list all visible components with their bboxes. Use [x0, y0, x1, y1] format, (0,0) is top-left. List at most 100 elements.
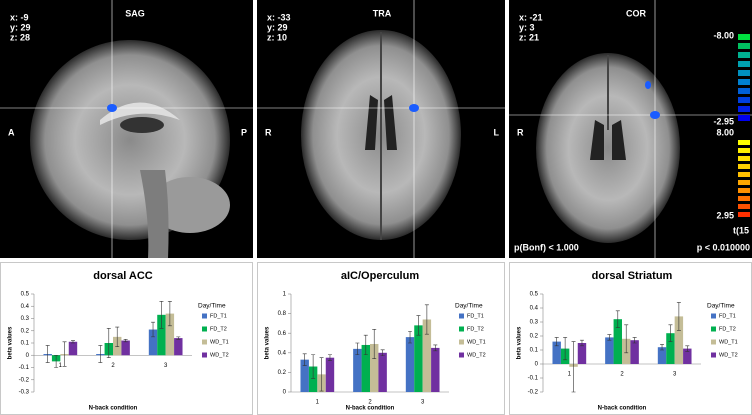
activation-blob [645, 81, 651, 89]
legend-swatch [459, 340, 464, 345]
legend-swatch [711, 353, 716, 358]
y-tick-label: 0.8 [278, 311, 287, 317]
colorbar-step [738, 70, 750, 76]
y-tick-label: 0.6 [278, 331, 287, 337]
bar [578, 343, 586, 364]
y-axis-label: beta values [8, 326, 14, 359]
legend-swatch [202, 327, 207, 332]
y-tick-label: -0.1 [528, 376, 539, 382]
bar [605, 337, 613, 364]
legend-title: Day/Time [707, 303, 735, 310]
legend-swatch [459, 314, 464, 319]
colorbar-step [738, 140, 750, 145]
chart: aIC/Operculum00.20.40.60.81beta valuesN-… [258, 263, 505, 415]
chart-panel [510, 263, 752, 415]
colorbar-label: -2.95 [713, 116, 734, 126]
y-tick-label: 0.4 [21, 304, 30, 310]
chart-title: aIC/Operculum [341, 270, 419, 282]
y-tick-label: 0.5 [21, 292, 30, 298]
colorbar-step [738, 204, 750, 209]
y-tick-label: 0.1 [530, 348, 539, 354]
legend-label: FD_T1 [467, 313, 484, 319]
colorbar-step [738, 97, 750, 103]
side-label: A [8, 127, 15, 137]
colorbar-step [738, 188, 750, 193]
chart: dorsal Striatum-0.2-0.100.10.20.30.40.5b… [510, 263, 752, 415]
colorbar-step [738, 172, 750, 177]
activation-blob [409, 104, 419, 112]
coordinate: y: 29 [10, 22, 31, 32]
legend-label: WD_T1 [719, 339, 738, 345]
y-tick-label: 0.3 [21, 316, 30, 322]
coordinate: y: 29 [267, 22, 288, 32]
stat-label: t(15 [733, 225, 749, 235]
legend-swatch [202, 353, 207, 358]
chart-title: dorsal ACC [93, 270, 153, 282]
coordinate: x: -33 [267, 12, 291, 22]
colorbar-label: -8.00 [713, 30, 734, 40]
bar [378, 353, 386, 392]
y-tick-label: 0.2 [21, 328, 30, 334]
legend-label: WD_T2 [210, 352, 229, 358]
x-axis-label: N-back condition [598, 406, 647, 412]
colorbar-step [738, 52, 750, 58]
colorbar-step [738, 79, 750, 85]
colorbar-step [738, 34, 750, 40]
legend-swatch [459, 327, 464, 332]
bar [630, 340, 638, 364]
coordinate: z: 28 [10, 32, 30, 42]
coordinate: y: 3 [519, 22, 535, 32]
bar [353, 349, 361, 392]
legend-swatch [459, 353, 464, 358]
view-title: COR [626, 8, 647, 18]
legend-swatch [202, 340, 207, 345]
bar [69, 342, 77, 355]
threshold-label: p < 0.010000 [697, 242, 750, 252]
y-tick-label: 0.4 [278, 350, 287, 356]
coordinate: x: -9 [10, 12, 29, 22]
legend-label: WD_T1 [210, 339, 229, 345]
y-axis-label: beta values [517, 326, 523, 359]
y-tick-label: 0.4 [530, 306, 539, 312]
colorbar-label: 2.95 [716, 210, 734, 220]
side-label: R [265, 127, 272, 137]
coordinate: x: -21 [519, 12, 543, 22]
coordinate: z: 21 [519, 32, 539, 42]
colorbar-step [738, 180, 750, 185]
legend-title: Day/Time [455, 303, 483, 310]
y-tick-label: 0.1 [21, 341, 30, 347]
legend-label: FD_T2 [467, 326, 484, 332]
legend-title: Day/Time [198, 303, 226, 310]
legend-label: FD_T2 [719, 326, 736, 332]
view-title: SAG [125, 8, 145, 18]
figure: SAGx: -9y: 29z: 28APTRAx: -33y: 29z: 10R… [0, 0, 752, 415]
legend-swatch [711, 327, 716, 332]
x-axis-label: N-back condition [89, 406, 138, 412]
colorbar-step [738, 106, 750, 112]
y-tick-label: 0.2 [530, 334, 539, 340]
legend-swatch [711, 314, 716, 319]
bar [174, 338, 182, 355]
y-tick-label: -0.1 [19, 365, 30, 371]
legend-label: WD_T2 [719, 352, 738, 358]
y-tick-label: -0.2 [19, 377, 30, 383]
legend-label: FD_T1 [719, 313, 736, 319]
y-axis-label: beta values [265, 326, 271, 359]
coordinate: z: 10 [267, 32, 287, 42]
legend-swatch [711, 340, 716, 345]
colorbar-step [738, 61, 750, 67]
legend-label: WD_T1 [467, 339, 486, 345]
colorbar-step [738, 156, 750, 161]
legend-swatch [202, 314, 207, 319]
colorbar-step [738, 164, 750, 169]
y-tick-label: -0.3 [19, 390, 30, 396]
activation-blob [107, 104, 117, 112]
view-title: TRA [373, 8, 392, 18]
side-label: L [494, 127, 500, 137]
y-tick-label: -0.2 [528, 390, 539, 396]
colorbar-label: 8.00 [716, 127, 734, 137]
bar [326, 358, 334, 392]
colorbar-step [738, 115, 750, 121]
bar [121, 341, 129, 356]
legend-label: FD_T1 [210, 313, 227, 319]
